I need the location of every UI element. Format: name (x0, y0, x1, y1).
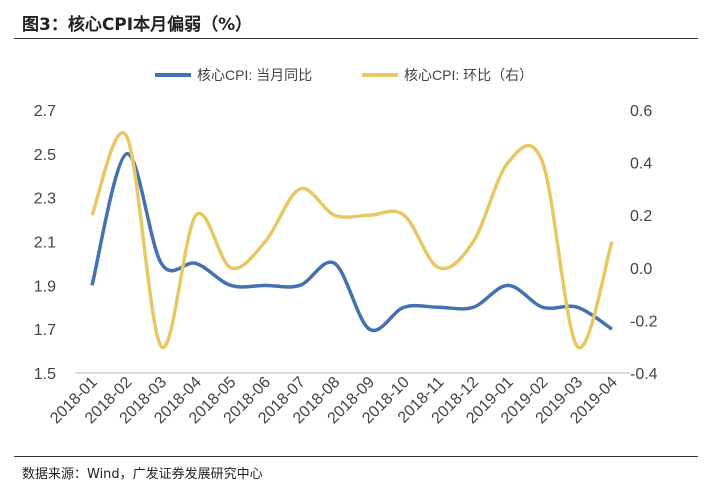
series-line-1 (90, 152, 613, 333)
figure-title: 图3：核心CPI本月偏弱（%） (22, 15, 253, 35)
left-tick-label: 1.5 (34, 366, 56, 383)
right-tick-label: -0.4 (630, 366, 658, 383)
left-tick-label: 2.5 (34, 147, 56, 164)
series-line-2 (90, 131, 614, 350)
right-tick-label: 0.6 (630, 103, 652, 120)
right-tick-label: 0.0 (630, 261, 652, 278)
legend-label: 核心CPI: 环比（右） (404, 67, 533, 83)
right-tick-label: 0.2 (630, 208, 652, 225)
source-note: 数据来源：Wind，广发证券发展研究中心 (22, 467, 263, 482)
left-tick-label: 1.9 (34, 278, 56, 295)
left-tick-label: 2.1 (34, 235, 56, 252)
legend-label: 核心CPI: 当月同比 (197, 67, 312, 83)
right-tick-label: 0.4 (630, 156, 652, 173)
left-tick-label: 2.3 (34, 191, 56, 208)
top-rule (14, 38, 698, 39)
left-tick-label: 2.7 (34, 103, 56, 120)
right-tick-label: -0.2 (630, 313, 658, 330)
left-tick-label: 1.7 (34, 322, 56, 339)
bottom-rule (14, 456, 698, 457)
